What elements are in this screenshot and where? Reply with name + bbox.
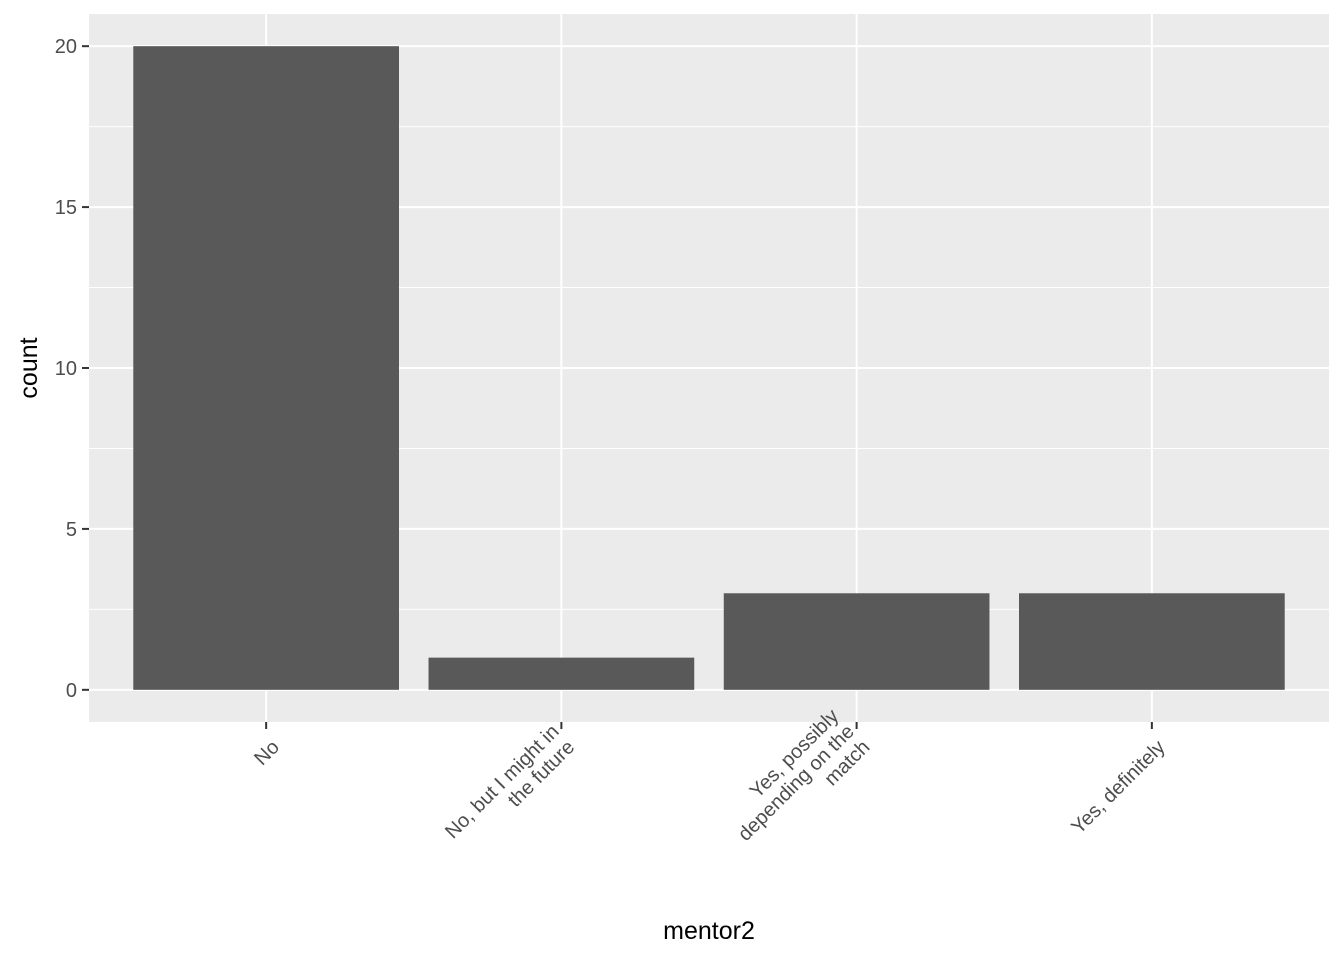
y-tick-label: 10 bbox=[55, 358, 77, 380]
y-tick-label: 15 bbox=[55, 197, 77, 219]
bar bbox=[133, 46, 400, 690]
x-axis-title: mentor2 bbox=[663, 917, 755, 945]
x-tick-label: Yes, definitely bbox=[1067, 736, 1169, 838]
bar bbox=[428, 657, 695, 690]
bars bbox=[133, 46, 1285, 690]
bar bbox=[1019, 593, 1285, 690]
y-tick-label: 20 bbox=[55, 36, 77, 58]
y-axis: 0 5 10 15 20 bbox=[55, 36, 89, 702]
y-axis-title: count bbox=[15, 337, 43, 398]
y-tick-label: 0 bbox=[66, 680, 77, 702]
bar bbox=[723, 593, 990, 690]
x-tick-label-line: Yes, definitely bbox=[1067, 736, 1169, 838]
x-tick-label: Yes, possiblydepending on thematch bbox=[718, 705, 874, 861]
x-tick-label-line: No bbox=[250, 736, 284, 770]
x-tick-label: No bbox=[250, 736, 284, 770]
x-axis: No No, but I might inthe future Yes, possi… bbox=[250, 705, 1169, 861]
y-tick-label: 5 bbox=[66, 519, 77, 541]
x-tick-label: No, but I might inthe future bbox=[441, 721, 579, 859]
